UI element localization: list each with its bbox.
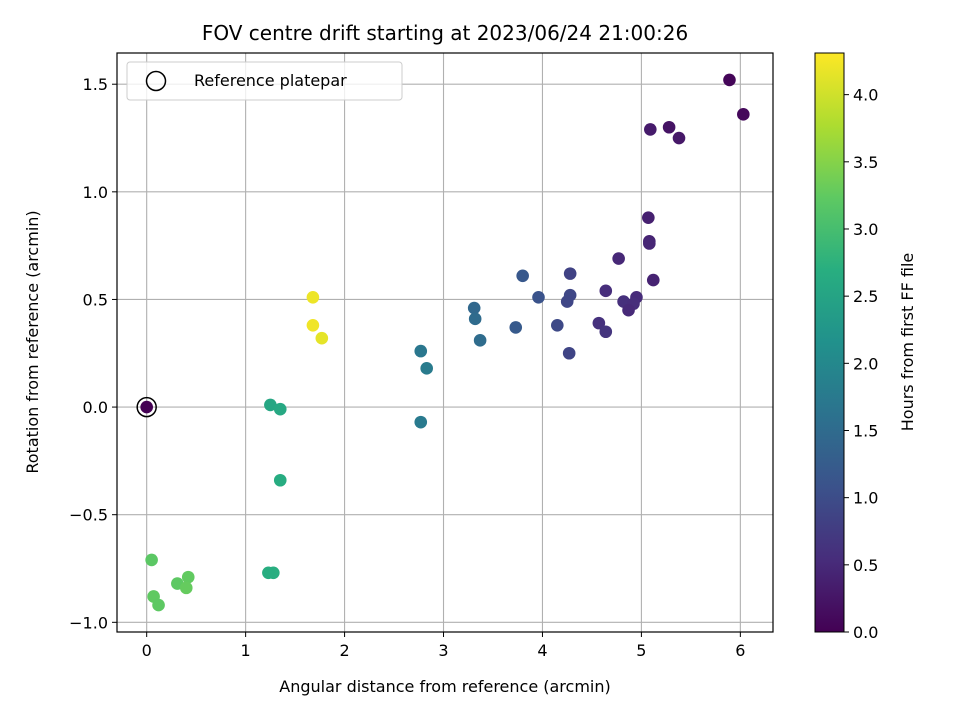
colorbar-label: Hours from first FF file xyxy=(898,253,917,432)
x-tick-label: 6 xyxy=(735,641,745,660)
data-point xyxy=(662,120,676,134)
y-axis-ticks: −1.0 −0.5 0.0 0.5 1.0 1.5 xyxy=(69,75,117,632)
data-point xyxy=(181,570,195,584)
legend: Reference platepar xyxy=(126,61,403,101)
chart-title: FOV centre drift starting at 2023/06/24 … xyxy=(202,21,688,45)
legend-box xyxy=(126,61,403,101)
data-point xyxy=(273,473,287,487)
data-point xyxy=(643,237,656,250)
data-point xyxy=(420,362,433,375)
colorbar-tick-label: 1.0 xyxy=(853,489,878,508)
y-tick-label: 1.5 xyxy=(83,75,108,94)
data-point xyxy=(551,318,564,332)
x-tick-label: 5 xyxy=(636,641,646,660)
x-tick-label: 1 xyxy=(241,641,251,660)
colorbar-tick-label: 3.0 xyxy=(853,220,878,239)
data-point xyxy=(140,400,153,414)
data-point xyxy=(644,123,657,136)
data-point xyxy=(599,325,613,339)
colorbar-tick-label: 0.5 xyxy=(853,556,878,575)
data-point xyxy=(622,303,635,317)
data-point xyxy=(467,301,481,315)
data-point xyxy=(414,344,428,358)
y-tick-label: 0.5 xyxy=(83,290,108,309)
colorbar-tick-label: 2.0 xyxy=(853,354,878,373)
y-tick-label: −0.5 xyxy=(69,506,108,525)
y-tick-label: −1.0 xyxy=(69,613,108,632)
colorbar-tick-label: 0.0 xyxy=(853,623,878,642)
data-point xyxy=(262,566,275,580)
data-point xyxy=(473,334,487,347)
grid-lines xyxy=(117,53,773,632)
x-tick-label: 2 xyxy=(339,641,349,660)
x-axis-ticks: 0 1 2 3 4 5 6 xyxy=(142,632,745,660)
colorbar-tick-label: 4.0 xyxy=(853,86,878,105)
legend-entry-reference: Reference platepar xyxy=(194,71,347,90)
data-point xyxy=(315,331,329,345)
data-point xyxy=(306,290,320,304)
colorbar-tick-label: 1.5 xyxy=(853,421,878,440)
data-point xyxy=(592,316,606,330)
data-point xyxy=(642,211,655,224)
data-point xyxy=(273,402,287,416)
data-point xyxy=(737,108,750,121)
data-point xyxy=(179,581,193,595)
colorbar-tick-label: 3.5 xyxy=(853,153,878,172)
colorbar-gradient xyxy=(814,52,845,633)
legend-marker-reference xyxy=(145,70,167,92)
data-points xyxy=(136,73,750,612)
data-point xyxy=(560,295,574,308)
y-axis-title: Rotation from reference (arcmin) xyxy=(23,210,42,473)
colorbar-tick-label: 2.5 xyxy=(853,287,878,306)
x-tick-label: 3 xyxy=(438,641,448,660)
x-tick-label: 0 xyxy=(142,641,152,660)
data-point xyxy=(152,598,165,612)
y-tick-label: 0.0 xyxy=(83,398,108,417)
data-point xyxy=(612,252,625,265)
data-point xyxy=(563,267,577,280)
data-point xyxy=(509,321,523,334)
y-tick-label: 1.0 xyxy=(83,183,108,202)
data-point xyxy=(306,318,320,332)
plot-area-frame xyxy=(116,52,774,633)
x-axis-title: Angular distance from reference (arcmin) xyxy=(279,677,610,696)
data-point xyxy=(532,290,545,304)
data-point xyxy=(264,398,277,412)
data-point xyxy=(516,269,529,283)
data-point xyxy=(468,312,482,326)
data-point xyxy=(672,131,686,145)
data-point xyxy=(599,284,613,298)
data-point xyxy=(646,273,660,287)
colorbar: 0.0 0.5 1.0 1.5 2.0 2.5 3.0 3.5 4.0 Hours from f… xyxy=(814,52,917,642)
data-point xyxy=(145,553,158,567)
reference-platepar-marker xyxy=(136,396,157,418)
data-point xyxy=(723,73,736,87)
x-tick-label: 4 xyxy=(537,641,547,660)
data-point xyxy=(562,346,576,360)
colorbar-ticks: 0.0 0.5 1.0 1.5 2.0 2.5 3.0 3.5 4.0 xyxy=(844,86,878,642)
data-point xyxy=(414,415,428,429)
